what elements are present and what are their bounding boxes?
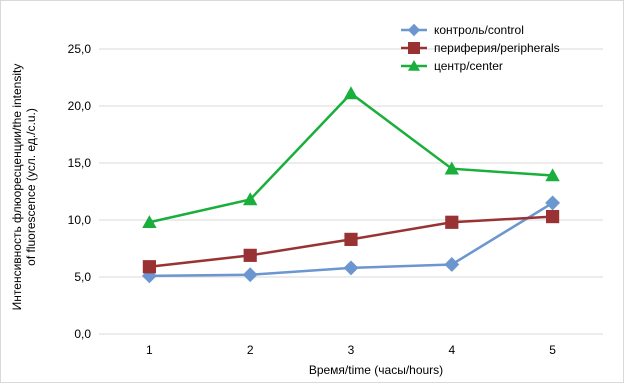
- data-point-square: [344, 232, 358, 246]
- data-point-triangle: [343, 86, 359, 100]
- data-point-triangle: [444, 161, 459, 175]
- data-point-square: [445, 215, 459, 229]
- data-point-square: [243, 248, 257, 262]
- y-tick-label: 15,0: [68, 156, 92, 170]
- x-tick-label: 5: [549, 343, 556, 357]
- data-point-triangle: [408, 60, 420, 71]
- data-point-diamond: [343, 260, 359, 276]
- legend: контроль/control периферия/peripherals цен…: [401, 23, 560, 73]
- x-tick-label: 2: [247, 343, 254, 357]
- legend-label: контроль/control: [434, 23, 524, 37]
- y-tick-label: 10,0: [68, 213, 92, 227]
- series-line: [149, 91, 553, 224]
- data-point-square: [408, 42, 420, 54]
- series-0: [141, 195, 561, 284]
- gridlines: [99, 48, 603, 335]
- y-axis-title-line-2: of fluorescence (усл. ед./c.u.): [24, 108, 38, 266]
- series-1: [142, 209, 560, 274]
- y-tick-label: 5,0: [74, 270, 91, 284]
- data-point-diamond: [545, 195, 561, 211]
- y-tick-label: 0,0: [74, 327, 91, 341]
- x-tick-label: 1: [146, 343, 153, 357]
- x-tick-label: 4: [448, 343, 455, 357]
- series-group: [141, 86, 561, 284]
- y-tick-label: 25,0: [68, 42, 92, 56]
- legend-label: центр/center: [434, 59, 503, 73]
- x-axis-title: Время/time (часы/hours): [309, 363, 443, 377]
- data-point-triangle: [545, 168, 560, 182]
- y-axis-title-line-1: Интенсивность флюоресценции/the intensit…: [10, 64, 24, 311]
- legend-entry: контроль/control: [401, 23, 524, 37]
- data-point-square: [142, 260, 156, 274]
- y-tick-label: 20,0: [68, 99, 92, 113]
- data-point-square: [546, 209, 560, 224]
- data-point-diamond: [242, 267, 258, 283]
- data-point-diamond: [407, 23, 421, 37]
- data-point-triangle: [142, 215, 157, 229]
- x-tick-label: 3: [348, 343, 355, 357]
- series-2: [142, 86, 560, 229]
- data-point-diamond: [444, 257, 460, 272]
- data-point-triangle: [243, 192, 258, 206]
- x-tick-labels: 1 2 3 4 5: [146, 343, 556, 357]
- y-tick-labels: 0,0 5,0 10,0 15,0 20,0 25,0: [68, 42, 92, 341]
- legend-label: периферия/peripherals: [434, 41, 560, 55]
- legend-entry: центр/center: [401, 59, 503, 73]
- legend-entry: периферия/peripherals: [401, 41, 560, 55]
